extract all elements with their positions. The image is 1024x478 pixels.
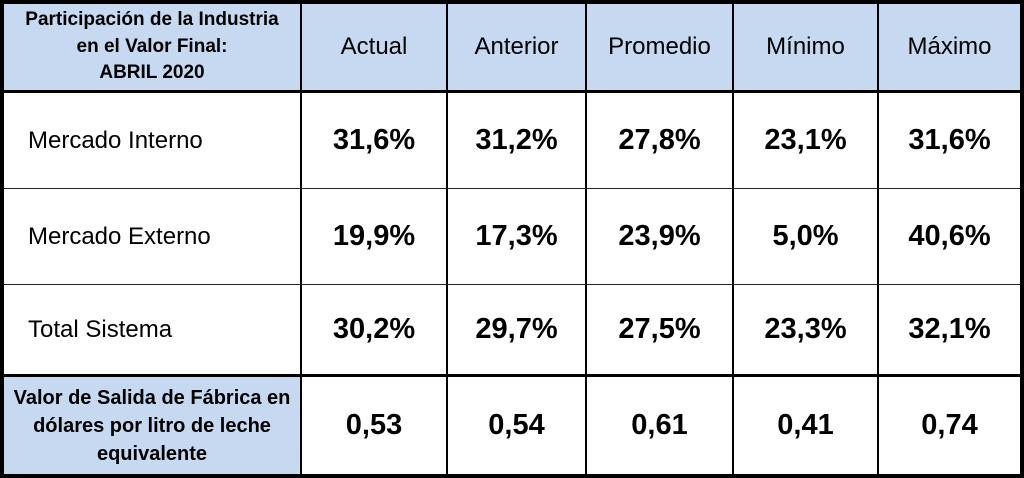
table-corner-header: Participación de la Industria en el Valo… <box>4 4 302 93</box>
cell-valor-salida-maximo: 0,74 <box>921 409 978 441</box>
corner-header-line3: ABRIL 2020 <box>99 62 205 84</box>
cell-valor-salida-promedio: 0,61 <box>587 377 734 474</box>
cell-mercado-interno-minimo: 23,1% <box>734 93 879 189</box>
footer-label-line3: equivalente <box>96 442 208 465</box>
column-header-actual: Actual <box>302 4 448 93</box>
cell-valor-salida-minimo: 0,41 <box>734 377 879 474</box>
cell-total-sistema-actual: 30,2% <box>302 285 448 377</box>
row-label-mercado-interno: Mercado Interno <box>4 93 302 189</box>
cell-valor-salida-anterior: 0,54 <box>448 377 587 474</box>
corner-header-line1: Participación de la Industria <box>25 8 279 30</box>
footer-row-label: Valor de Salida de Fábrica en dólares po… <box>4 377 302 474</box>
corner-header-line2: en el Valor Final: <box>76 35 228 57</box>
column-header-minimo: Mínimo <box>734 4 879 93</box>
footer-label-line1: Valor de Salida de Fábrica en <box>13 386 291 409</box>
cell-mercado-interno-actual: 31,6% <box>302 93 448 189</box>
cell-mercado-externo-promedio: 23,9% <box>587 189 734 285</box>
cell-total-sistema-promedio: 27,5% <box>587 285 734 377</box>
row-label-mercado-externo: Mercado Externo <box>4 189 302 285</box>
cell-total-sistema-anterior: 29,7% <box>448 285 587 377</box>
column-header-promedio: Promedio <box>587 4 734 93</box>
cell-valor-salida-actual: 0,53 <box>302 377 448 474</box>
cell-mercado-externo-maximo: 40,6% <box>879 189 1020 285</box>
cell-mercado-interno-promedio: 27,8% <box>587 93 734 189</box>
footer-label-line2: dólares por litro de leche <box>33 414 271 437</box>
cell-total-sistema-maximo: 32,1% <box>879 285 1020 377</box>
cell-total-sistema-minimo: 23,3% <box>734 285 879 377</box>
cell-mercado-externo-anterior: 17,3% <box>448 189 587 285</box>
cell-mercado-externo-minimo: 5,0% <box>734 189 879 285</box>
row-label-total-sistema: Total Sistema <box>4 285 302 377</box>
cell-mercado-interno-anterior: 31,2% <box>448 93 587 189</box>
cell-mercado-interno-maximo: 31,6% <box>879 93 1020 189</box>
column-header-maximo: Máximo <box>879 4 1020 93</box>
column-header-anterior: Anterior <box>448 4 587 93</box>
cell-mercado-externo-actual: 19,9% <box>302 189 448 285</box>
